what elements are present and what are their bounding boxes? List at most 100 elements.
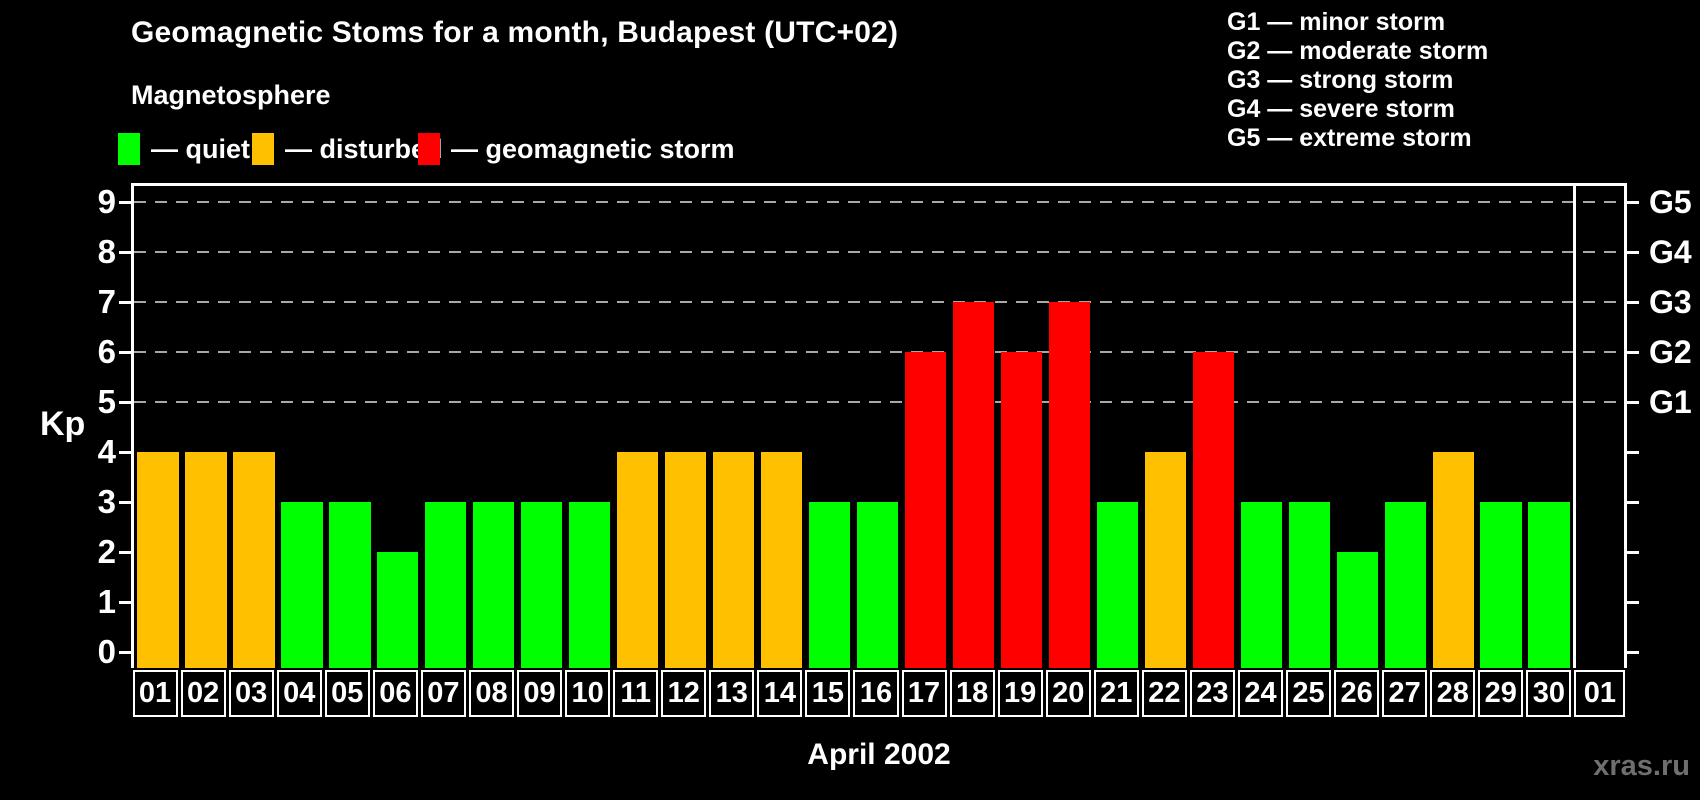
right-axis-label-g2: G2	[1649, 334, 1692, 370]
bar-slot-13	[710, 183, 758, 668]
bar-slot-27	[1381, 183, 1429, 668]
date-cell-29: 29	[1478, 670, 1524, 717]
left-tick-kp-0	[119, 650, 131, 654]
date-cell-26: 26	[1334, 670, 1380, 717]
date-cell-14: 14	[757, 670, 803, 717]
y-tick-label-9: 9	[97, 183, 116, 220]
bar-day-26-kp-2	[1336, 552, 1378, 668]
quiet-color-swatch	[118, 133, 140, 165]
date-cell-21: 21	[1093, 670, 1139, 717]
bar-day-16-kp-3	[856, 502, 899, 668]
bar-slot-06	[374, 183, 422, 668]
bar-day-15-kp-3	[808, 502, 851, 668]
storm-scale-g3: G3 — strong storm	[1227, 66, 1454, 94]
date-cell-27: 27	[1382, 670, 1428, 717]
bar-day-18-kp-7	[952, 302, 995, 668]
y-tick-label-3: 3	[97, 483, 116, 520]
bar-slot-11	[614, 183, 662, 668]
bars-container	[134, 183, 1573, 668]
date-cell-19: 19	[997, 670, 1043, 717]
bar-day-03-kp-4	[233, 452, 275, 668]
bar-day-28-kp-4	[1432, 452, 1474, 668]
y-axis-title: Kp	[40, 405, 86, 443]
bar-slot-24	[1237, 183, 1285, 668]
bar-slot-22	[1141, 183, 1189, 668]
bar-day-10-kp-3	[569, 502, 611, 668]
bar-slot-07	[422, 183, 470, 668]
legend-item-storm: — geomagnetic storm	[418, 133, 735, 165]
bar-slot-18	[949, 183, 997, 668]
bar-day-01-kp-4	[137, 452, 179, 668]
left-tick-kp-6	[119, 350, 131, 354]
bar-day-04-kp-3	[281, 502, 323, 668]
date-cell-03: 03	[228, 670, 274, 717]
bar-day-23-kp-6	[1192, 352, 1234, 668]
bar-slot-19	[997, 183, 1045, 668]
magnetosphere-legend-title: Magnetosphere	[131, 80, 331, 110]
left-tick-kp-2	[119, 550, 131, 554]
right-tick-kp-6	[1627, 350, 1639, 354]
right-axis-label-g5: G5	[1649, 184, 1692, 220]
bar-day-21-kp-3	[1096, 502, 1138, 668]
y-tick-label-2: 2	[97, 533, 116, 570]
right-axis-label-g3: G3	[1649, 284, 1692, 320]
y-tick-label-7: 7	[97, 283, 116, 320]
storm-scale-g2: G2 — moderate storm	[1227, 37, 1489, 65]
plot-area	[119, 183, 1639, 668]
y-tick-label-4: 4	[97, 433, 116, 470]
date-cell-16: 16	[853, 670, 899, 717]
legend-item-disturbed: — disturbed	[252, 133, 443, 165]
right-axis-label-g4: G4	[1649, 234, 1692, 270]
right-tick-kp-3	[1627, 500, 1639, 504]
date-cell-18: 18	[949, 670, 995, 717]
right-tick-kp-7	[1627, 300, 1639, 304]
date-cell-17: 17	[901, 670, 947, 717]
bar-slot-05	[326, 183, 374, 668]
legend-label-quiet: — quiet	[151, 133, 250, 164]
bar-slot-09	[518, 183, 566, 668]
storm-scale-g4: G4 — severe storm	[1227, 95, 1455, 123]
bar-slot-10	[566, 183, 614, 668]
date-cell-10: 10	[565, 670, 611, 717]
date-cell-15: 15	[805, 670, 851, 717]
date-cell-next-month-01: 01	[1574, 670, 1626, 717]
bar-day-24-kp-3	[1240, 502, 1282, 668]
date-cell-06: 06	[372, 670, 418, 717]
storm-scale-g1: G1 — minor storm	[1227, 8, 1446, 36]
bar-day-11-kp-4	[617, 452, 659, 668]
date-axis-row: 01 02 03 04 05 06 07 08 09 10 11 12 13 14 15 16 17 18 19 20…	[131, 670, 1627, 717]
bar-day-09-kp-3	[521, 502, 563, 668]
disturbed-color-swatch	[252, 133, 274, 165]
bar-slot-20	[1045, 183, 1093, 668]
left-tick-kp-3	[119, 500, 131, 504]
chart-title: Geomagnetic Stoms for a month, Budapest …	[131, 16, 899, 49]
date-cell-12: 12	[661, 670, 707, 717]
y-tick-label-6: 6	[97, 333, 116, 370]
date-cell-04: 04	[276, 670, 322, 717]
bar-slot-08	[470, 183, 518, 668]
storm-scale-g5: G5 — extreme storm	[1227, 124, 1472, 152]
right-tick-kp-5	[1627, 400, 1639, 404]
bar-slot-15	[806, 183, 854, 668]
right-tick-kp-1	[1627, 600, 1639, 604]
gridline-kp-8	[134, 251, 1624, 253]
month-separator-line	[1573, 183, 1576, 668]
date-cell-13: 13	[709, 670, 755, 717]
right-tick-kp-2	[1627, 550, 1639, 554]
right-tick-kp-9	[1627, 200, 1639, 204]
date-cell-09: 09	[517, 670, 563, 717]
date-cell-25: 25	[1286, 670, 1332, 717]
bar-slot-28	[1429, 183, 1477, 668]
date-cell-30: 30	[1526, 670, 1572, 717]
bar-day-25-kp-3	[1288, 502, 1330, 668]
bar-slot-14	[758, 183, 806, 668]
left-tick-kp-9	[119, 200, 131, 204]
right-axis-label-g1: G1	[1649, 384, 1692, 420]
bar-day-27-kp-3	[1384, 502, 1426, 668]
bar-slot-02	[182, 183, 230, 668]
date-cell-02: 02	[180, 670, 226, 717]
bar-day-17-kp-6	[904, 352, 947, 668]
bar-slot-03	[230, 183, 278, 668]
bar-day-08-kp-3	[473, 502, 515, 668]
